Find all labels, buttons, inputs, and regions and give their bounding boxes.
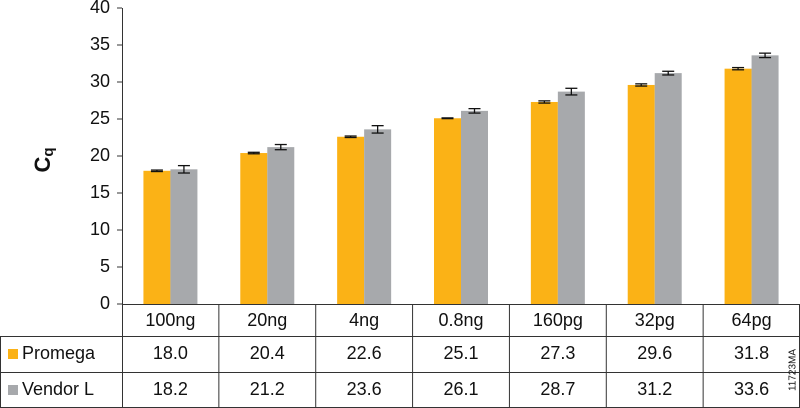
- error-bar: [732, 66, 745, 71]
- table-value: 31.8: [734, 343, 769, 363]
- y-tick-label: 40: [90, 0, 110, 17]
- y-tick-label: 15: [90, 182, 110, 202]
- y-tick-label: 20: [90, 145, 110, 165]
- bar: [654, 73, 682, 305]
- figure-id: 11723MA: [788, 349, 799, 391]
- error-bar: [538, 100, 551, 104]
- error-bar: [635, 83, 648, 87]
- bar: [530, 101, 558, 304]
- y-axis-title: Cq: [30, 147, 57, 172]
- bar: [557, 91, 585, 305]
- table-value: 27.3: [540, 343, 575, 363]
- bar: [751, 55, 779, 304]
- bar: [461, 110, 488, 304]
- error-bar: [759, 52, 772, 59]
- table-value: 20.4: [250, 343, 285, 363]
- bar: [337, 136, 365, 304]
- bar: [267, 147, 295, 304]
- table-value: 26.1: [443, 379, 478, 399]
- y-tick-label: 25: [90, 108, 110, 128]
- bar: [724, 68, 752, 305]
- legend-label: Vendor L: [22, 379, 94, 399]
- table-value: 22.6: [347, 343, 382, 363]
- error-bar: [247, 151, 260, 155]
- y-axis-title-main: C: [30, 157, 55, 173]
- x-tick-label: 32pg: [635, 310, 675, 330]
- table-value: 28.7: [540, 379, 575, 399]
- y-tick-label: 35: [90, 34, 110, 54]
- bar: [434, 118, 461, 304]
- bar: [240, 153, 268, 304]
- legend-label: Promega: [22, 343, 96, 363]
- x-tick-label: 0.8ng: [438, 310, 483, 330]
- table-value: 25.1: [443, 343, 478, 363]
- table-value: 23.6: [347, 379, 382, 399]
- table-value: 33.6: [734, 379, 769, 399]
- y-tick-label: 10: [90, 219, 110, 239]
- error-bar: [344, 135, 357, 139]
- error-bar: [441, 117, 454, 120]
- table-value: 31.2: [637, 379, 672, 399]
- x-tick-label: 20ng: [247, 310, 287, 330]
- table-value: 18.2: [153, 379, 188, 399]
- y-axis-title-sub: q: [40, 147, 57, 156]
- x-tick-label: 160pg: [533, 310, 583, 330]
- x-tick-label: 64pg: [732, 310, 772, 330]
- x-tick-label: 100ng: [145, 310, 195, 330]
- bar: [143, 170, 171, 304]
- y-tick-label: 30: [90, 71, 110, 91]
- error-bar: [565, 87, 578, 96]
- legend-swatch: [8, 349, 18, 359]
- error-bar: [274, 143, 287, 151]
- table-value: 21.2: [250, 379, 285, 399]
- table-value: 18.0: [153, 343, 188, 363]
- bar: [627, 84, 655, 305]
- error-bar: [662, 70, 675, 76]
- error-bar: [177, 164, 190, 174]
- bar: [170, 169, 198, 304]
- legend-swatch: [8, 385, 18, 395]
- bar: [364, 129, 392, 304]
- y-tick-label: 0: [100, 293, 110, 313]
- table-value: 29.6: [637, 343, 672, 363]
- error-bar: [371, 125, 384, 134]
- y-tick-label: 5: [100, 256, 110, 276]
- error-bar: [150, 169, 163, 173]
- x-tick-label: 4ng: [349, 310, 379, 330]
- error-bar: [468, 107, 481, 114]
